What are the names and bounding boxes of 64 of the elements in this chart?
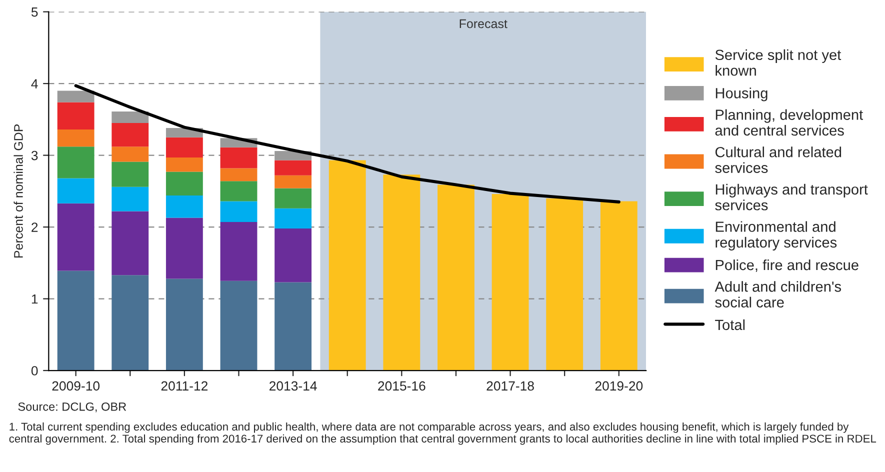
bar	[220, 147, 258, 168]
legend-label: Housing	[716, 88, 768, 102]
bar	[220, 181, 258, 202]
bar	[112, 123, 149, 147]
bar	[328, 160, 366, 371]
bar	[274, 208, 312, 228]
legend-label: Police, fire and rescue	[716, 259, 858, 272]
legend-label: Planning, development and central services	[715, 109, 863, 136]
legend-label: Total	[715, 319, 745, 330]
legend-label: Service split not yet known	[715, 49, 842, 76]
bar	[166, 195, 203, 218]
source-note: Source: DCLG, OBR	[18, 402, 126, 412]
bar	[112, 146, 149, 162]
bar	[274, 228, 312, 282]
annotation: Forecast	[460, 19, 508, 28]
bar	[600, 201, 638, 371]
bar	[274, 175, 312, 188]
bar	[112, 275, 149, 371]
bar	[166, 278, 203, 371]
bar	[274, 160, 312, 176]
x-tick-label: 2019-20	[595, 381, 643, 391]
bar	[220, 222, 258, 281]
bar	[57, 90, 94, 102]
bar	[274, 282, 312, 371]
y-axis-title: Percent of nominal GDP	[14, 124, 23, 258]
y-tick-label: 0	[31, 366, 38, 376]
y-tick-label: 5	[31, 8, 38, 17]
x-tick-label: 2015-16	[378, 381, 426, 391]
bar	[112, 186, 149, 212]
bar	[57, 146, 94, 178]
bar	[492, 194, 529, 371]
bar	[166, 137, 203, 158]
legend-label: Cultural and related services	[715, 146, 842, 173]
legend-label: Highways and transport services	[715, 184, 868, 210]
y-tick-label: 2	[32, 222, 38, 232]
text: 1. Total current spending excludes education and public health, where data are not comparable across years, and also excludes housing benefit, which is largely funded by central government. 2. Total spending from 2016-17 derived on the assumption that central government grants to local authorities decline in line with total implied PSCE in RDEL	[9, 422, 876, 445]
x-tick-label: 2013-14	[270, 381, 317, 391]
bar	[112, 211, 149, 276]
bar	[112, 112, 149, 124]
bar	[546, 198, 584, 371]
bar	[57, 102, 94, 130]
bar	[112, 162, 149, 187]
bar	[274, 188, 312, 208]
x-tick-label: 2017-18	[486, 381, 534, 391]
bar	[57, 203, 94, 271]
bar	[383, 174, 420, 371]
bar	[166, 172, 203, 196]
line-series	[74, 84, 620, 204]
x-tick-label: 2009-10	[52, 381, 100, 391]
bar	[57, 129, 94, 147]
y-tick-label: 3	[31, 150, 38, 160]
bar	[166, 157, 203, 172]
bar	[220, 280, 258, 371]
bar	[57, 178, 94, 204]
y-tick-label: 1	[32, 294, 38, 304]
legend-label: Adult and children's social care	[714, 281, 842, 308]
bar	[57, 270, 94, 371]
x-tick-label: 2011-12	[161, 381, 208, 391]
bar	[166, 218, 203, 279]
bar	[220, 201, 258, 222]
y-tick-label: 4	[31, 79, 38, 88]
bar	[438, 184, 474, 371]
legend-label: Environmental and regulatory services	[716, 221, 837, 251]
bar	[220, 168, 258, 182]
